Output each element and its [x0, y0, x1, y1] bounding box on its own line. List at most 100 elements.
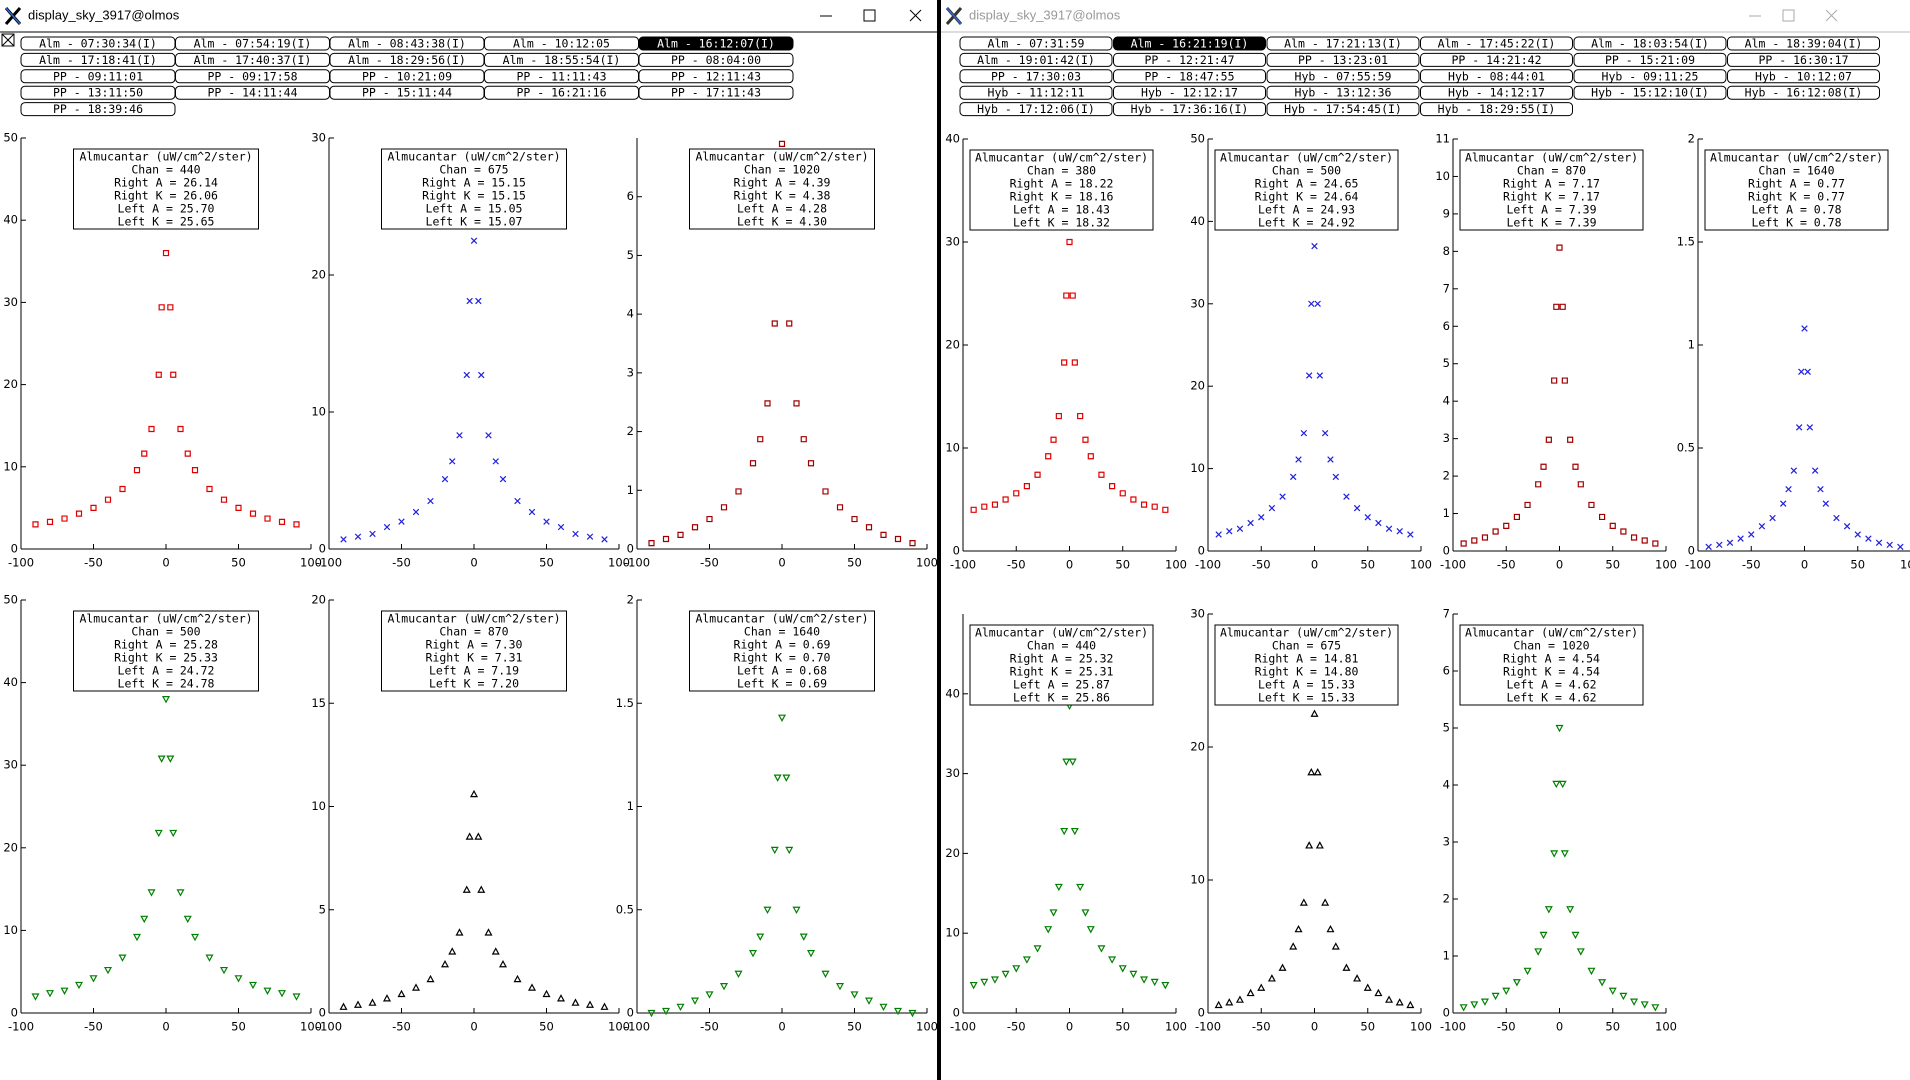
- data-point: [170, 371, 177, 378]
- time-button-label[interactable]: Alm - 07:30:34(I): [39, 37, 157, 51]
- time-button-label[interactable]: Hyb - 12:12:17: [1141, 86, 1238, 100]
- time-button-label[interactable]: Hyb - 08:44:01: [1448, 69, 1545, 83]
- time-button-label[interactable]: PP - 08:04:00: [671, 53, 761, 67]
- y-tick-label: 20: [1190, 740, 1205, 754]
- time-button[interactable]: [959, 102, 1113, 117]
- time-button-label[interactable]: Alm - 19:01:42(I): [977, 53, 1095, 67]
- time-button-label[interactable]: PP - 14:11:44: [207, 86, 297, 100]
- data-point: [119, 485, 126, 493]
- time-button-label[interactable]: Hyb - 10:12:07: [1755, 69, 1852, 83]
- time-button-label[interactable]: PP - 13:11:50: [53, 86, 143, 100]
- time-button[interactable]: [1113, 52, 1266, 67]
- time-button[interactable]: [638, 36, 794, 51]
- time-button-label[interactable]: PP - 13:23:01: [1298, 53, 1388, 67]
- data-point: [1641, 537, 1648, 544]
- time-button-label[interactable]: Alm - 17:21:13(I): [1284, 37, 1402, 51]
- data-point: [735, 488, 742, 495]
- time-button-label[interactable]: Alm - 18:29:56(I): [348, 53, 466, 67]
- time-button[interactable]: [1113, 36, 1266, 51]
- time-button-label[interactable]: Hyb - 14:12:17: [1448, 86, 1545, 100]
- data-point: [1897, 543, 1904, 551]
- time-button[interactable]: [1573, 69, 1727, 84]
- time-button[interactable]: [1420, 102, 1573, 117]
- time-button-label[interactable]: Alm - 17:45:22(I): [1438, 37, 1556, 51]
- time-button-label[interactable]: PP - 17:30:03: [991, 69, 1081, 83]
- time-button[interactable]: [959, 85, 1113, 100]
- time-button-label[interactable]: Hyb - 15:12:10(I): [1591, 86, 1709, 100]
- time-button-label[interactable]: Alm - 07:31:59: [988, 37, 1085, 51]
- time-button-label[interactable]: Hyb - 17:36:16(I): [1131, 102, 1249, 116]
- close-button[interactable]: [909, 9, 922, 22]
- time-button-label[interactable]: PP - 15:21:09: [1605, 53, 1695, 67]
- data-point: [1795, 424, 1803, 431]
- time-button-label[interactable]: PP - 10:21:09: [362, 69, 452, 83]
- data-point: [1327, 456, 1334, 463]
- legend-line: Chan = 440: [131, 163, 200, 177]
- time-button-label[interactable]: PP - 17:11:43: [671, 86, 761, 100]
- time-button[interactable]: [1113, 102, 1266, 117]
- time-button-label[interactable]: Hyb - 11:12:11: [988, 86, 1085, 100]
- time-button-label[interactable]: Alm - 10:12:05: [513, 37, 610, 51]
- time-button-label[interactable]: Alm - 18:03:54(I): [1591, 37, 1709, 51]
- time-button-label[interactable]: PP - 11:11:43: [516, 69, 606, 83]
- time-button[interactable]: [1266, 102, 1420, 117]
- time-button-label[interactable]: PP - 14:21:42: [1451, 53, 1541, 67]
- time-button-label[interactable]: Alm - 07:54:19(I): [194, 37, 312, 51]
- time-button[interactable]: [1573, 36, 1727, 51]
- time-button-label[interactable]: PP - 16:30:17: [1758, 53, 1848, 67]
- time-button-label[interactable]: PP - 15:11:44: [362, 86, 452, 100]
- time-button[interactable]: [1266, 36, 1420, 51]
- time-button[interactable]: [1573, 52, 1727, 67]
- time-button-label[interactable]: Hyb - 09:11:25: [1602, 69, 1699, 83]
- time-button[interactable]: [638, 52, 794, 67]
- time-button-label[interactable]: PP - 18:47:55: [1144, 69, 1234, 83]
- time-button[interactable]: [638, 85, 794, 100]
- menu-box[interactable]: [1, 33, 15, 47]
- maximize-button[interactable]: [1782, 9, 1795, 22]
- time-button[interactable]: [1420, 52, 1573, 67]
- time-button-label[interactable]: PP - 12:21:47: [1144, 53, 1234, 67]
- time-button[interactable]: [1266, 69, 1420, 84]
- close-button[interactable]: [1825, 9, 1838, 22]
- time-button[interactable]: [1420, 69, 1573, 84]
- time-button-label[interactable]: Hyb - 18:29:55(I): [1438, 102, 1556, 116]
- time-button[interactable]: [1266, 85, 1420, 100]
- time-button[interactable]: [1727, 36, 1880, 51]
- time-button[interactable]: [1266, 52, 1420, 67]
- maximize-button[interactable]: [863, 9, 876, 22]
- time-button[interactable]: [638, 69, 794, 84]
- time-button[interactable]: [1113, 69, 1266, 84]
- time-button[interactable]: [1727, 85, 1880, 100]
- time-button[interactable]: [1420, 85, 1573, 100]
- time-button-label[interactable]: Alm - 16:12:07(I): [657, 37, 775, 51]
- time-button[interactable]: [959, 52, 1113, 67]
- time-button-label[interactable]: Alm - 16:21:19(I): [1131, 37, 1249, 51]
- time-button-label[interactable]: Hyb - 07:55:59: [1295, 69, 1392, 83]
- time-button[interactable]: [1420, 36, 1573, 51]
- time-button-label[interactable]: Hyb - 16:12:08(I): [1745, 86, 1863, 100]
- time-button[interactable]: [1113, 85, 1266, 100]
- time-button[interactable]: [1727, 52, 1880, 67]
- time-button[interactable]: [1727, 69, 1880, 84]
- time-button[interactable]: [959, 69, 1113, 84]
- time-button[interactable]: [959, 36, 1113, 51]
- time-button-label[interactable]: Alm - 18:39:04(I): [1745, 37, 1863, 51]
- time-button-label[interactable]: PP - 18:39:46: [53, 102, 143, 116]
- time-button-label[interactable]: Hyb - 17:54:45(I): [1284, 102, 1402, 116]
- time-button-label[interactable]: Alm - 17:18:41(I): [39, 53, 157, 67]
- y-tick-label: 1: [1443, 949, 1450, 963]
- time-button[interactable]: [20, 102, 176, 117]
- x-tick-label: 50: [1605, 1020, 1620, 1034]
- time-button-label[interactable]: Alm - 18:55:54(I): [503, 53, 621, 67]
- time-button-label[interactable]: Alm - 08:43:38(I): [348, 37, 466, 51]
- data-point: [542, 989, 551, 998]
- time-button-label[interactable]: PP - 16:21:16: [516, 86, 606, 100]
- time-button-label[interactable]: PP - 09:17:58: [207, 69, 297, 83]
- time-button-label[interactable]: PP - 09:11:01: [53, 69, 143, 83]
- time-button-label[interactable]: Hyb - 13:12:36: [1295, 86, 1392, 100]
- time-button-label[interactable]: Alm - 17:40:37(I): [194, 53, 312, 67]
- y-tick-label: 3: [1443, 835, 1450, 849]
- time-button-label[interactable]: PP - 12:11:43: [671, 69, 761, 83]
- time-button-label[interactable]: Hyb - 17:12:06(I): [977, 102, 1095, 116]
- time-button[interactable]: [1573, 85, 1727, 100]
